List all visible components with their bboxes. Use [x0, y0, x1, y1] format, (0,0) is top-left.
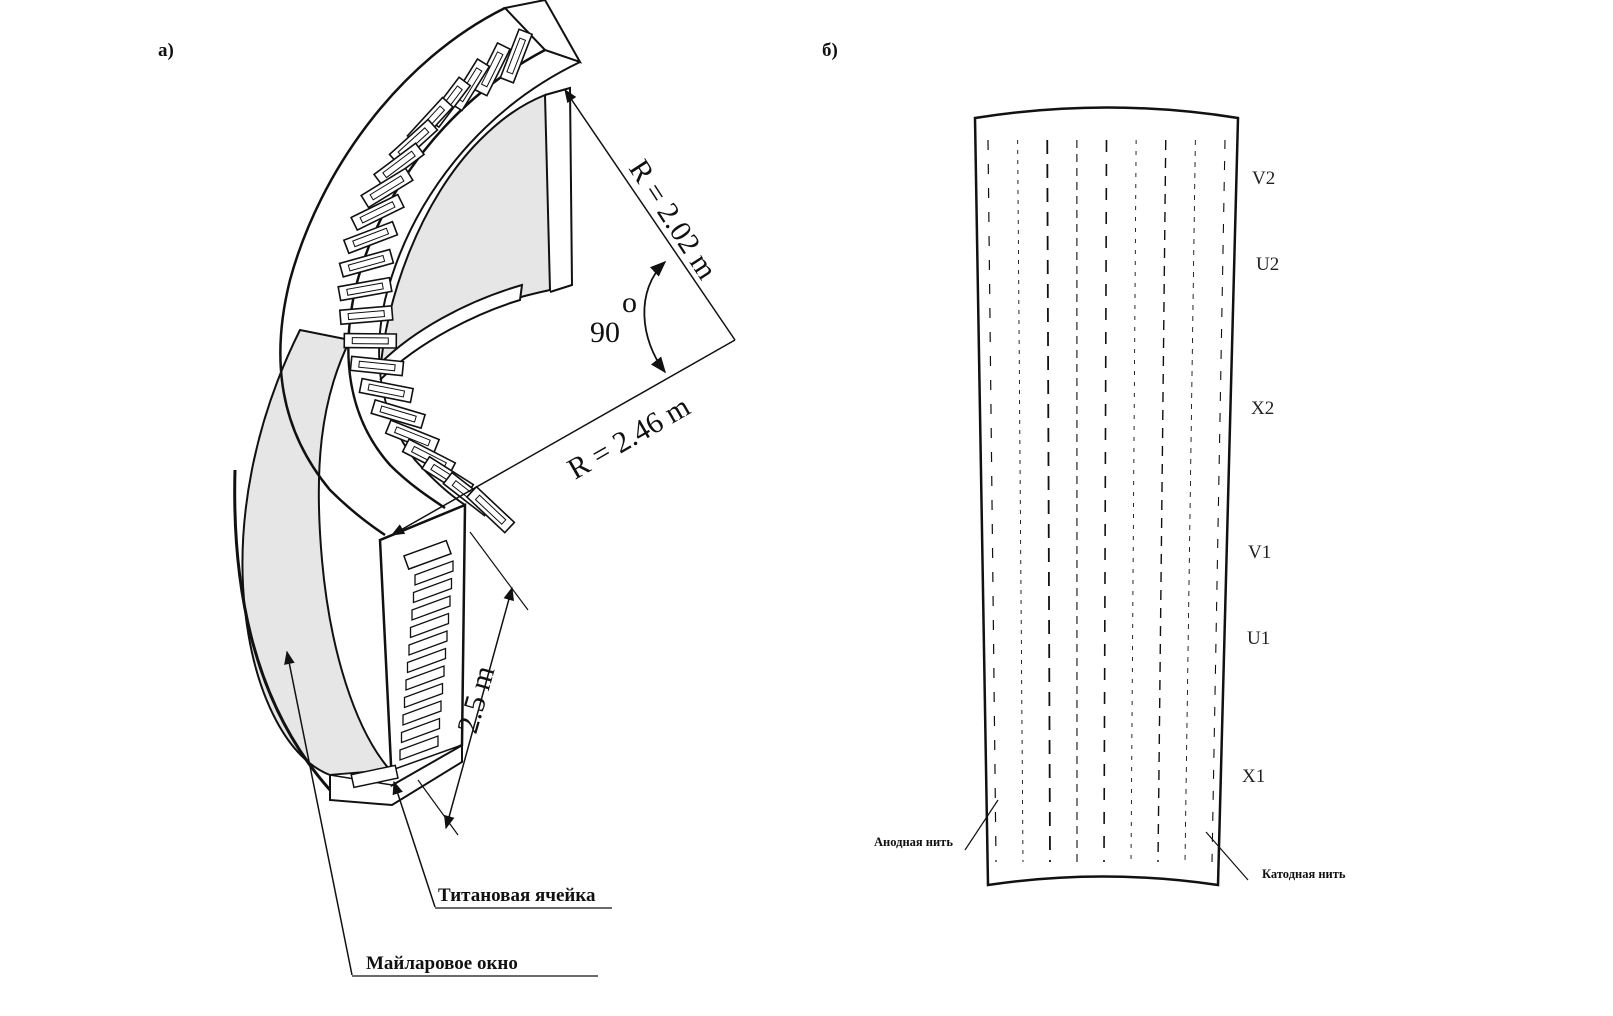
- column-bottom-slot: [350, 764, 399, 789]
- titanium-cell-inner: [359, 201, 396, 224]
- angle-arc: [643, 260, 667, 374]
- layer-label: V2: [1252, 168, 1275, 189]
- titanium-cell-slot: [360, 167, 414, 209]
- inner-window-surface: [378, 93, 552, 378]
- chamber-wire: [1017, 139, 1024, 863]
- titanium-cell-inner: [346, 282, 384, 296]
- titanium-cell-slot: [342, 220, 399, 255]
- column-cell-slot: [403, 682, 444, 709]
- titanium-cell-inner: [382, 150, 416, 179]
- radius-outer-label: R = 2.46 m: [562, 390, 696, 486]
- titanium-cell-slots: [337, 28, 534, 534]
- titanium-leader: [392, 780, 436, 908]
- radius-outer-line: [390, 339, 736, 536]
- layer-label: X1: [1242, 766, 1265, 787]
- titanium-cell-inner: [351, 337, 389, 345]
- panel-a-label: а): [158, 40, 174, 61]
- panel-a: а) 90 o R = 2.02 m R = 2.46 m 2.5: [158, 0, 736, 977]
- cell-arc-side: [378, 61, 581, 506]
- titanium-cell-label: Титановая ячейка: [438, 885, 596, 906]
- layer-labels: V2 U2 X2 V1 U1 X1: [1242, 168, 1279, 787]
- wire-planes: [987, 139, 1226, 863]
- mylar-window-label: Майларовое окно: [366, 953, 518, 974]
- mylar-window-rim: [233, 469, 332, 791]
- mylar-leader: [284, 650, 353, 976]
- layer-label: U1: [1247, 628, 1270, 649]
- radius-inner-label: R = 2.02 m: [622, 154, 723, 285]
- chamber-wire: [987, 139, 997, 863]
- titanium-cell-inner: [474, 494, 507, 525]
- layer-label: X2: [1251, 398, 1274, 419]
- column-cell-slot: [400, 717, 441, 744]
- titanium-cell-inner: [347, 310, 386, 321]
- angle-unit: o: [622, 286, 637, 319]
- layer-label: V1: [1248, 542, 1271, 563]
- titanium-cell-slot: [465, 485, 516, 534]
- titanium-cell-inner: [480, 51, 504, 88]
- chamber-wire: [1211, 139, 1226, 863]
- angle-value: 90: [590, 316, 620, 349]
- inner-window-frame: [544, 86, 574, 293]
- titanium-cell-inner: [367, 383, 406, 398]
- column-cell-slot: [399, 735, 439, 761]
- anode-wire-leader: [964, 799, 999, 851]
- column-top-slot: [402, 539, 452, 571]
- layer-label: U2: [1256, 254, 1279, 275]
- cell-arc-outer: [279, 6, 506, 537]
- titanium-cell-inner: [369, 175, 405, 201]
- titanium-cell-inner: [347, 254, 386, 272]
- titanium-cell-inner: [506, 37, 527, 75]
- titanium-cell-slot: [358, 377, 415, 404]
- radius-inner-line: [564, 88, 736, 341]
- titanium-cell-inner: [393, 426, 431, 447]
- panel-b: б) V2 U2 X2 V1 U1 X1 Анодная нить Катодн…: [822, 40, 1346, 887]
- chamber-wire: [1157, 139, 1167, 863]
- cathode-wire-label: Катодная нить: [1262, 867, 1346, 881]
- titanium-cell-inner: [358, 360, 396, 372]
- anode-wire-label: Анодная нить: [874, 835, 953, 849]
- mylar-window-surface: [241, 328, 393, 777]
- inner-arc-base: [371, 283, 524, 381]
- titanium-cell-inner: [379, 405, 417, 423]
- height-dim-line: [444, 586, 514, 830]
- chamber-outline: [973, 106, 1240, 887]
- column-cell-slots: [399, 560, 454, 761]
- chamber-wire: [1046, 139, 1051, 863]
- panel-b-label: б): [822, 40, 838, 61]
- column-cell-slot: [405, 665, 445, 691]
- column-cell-slot: [414, 560, 454, 586]
- cathode-wire-leader: [1205, 831, 1249, 881]
- height-ext-top: [469, 531, 529, 611]
- column-cell-slot: [402, 700, 442, 726]
- titanium-cell-inner: [352, 227, 390, 248]
- chamber-wire: [1103, 139, 1108, 863]
- titanium-cell-slot: [350, 193, 406, 232]
